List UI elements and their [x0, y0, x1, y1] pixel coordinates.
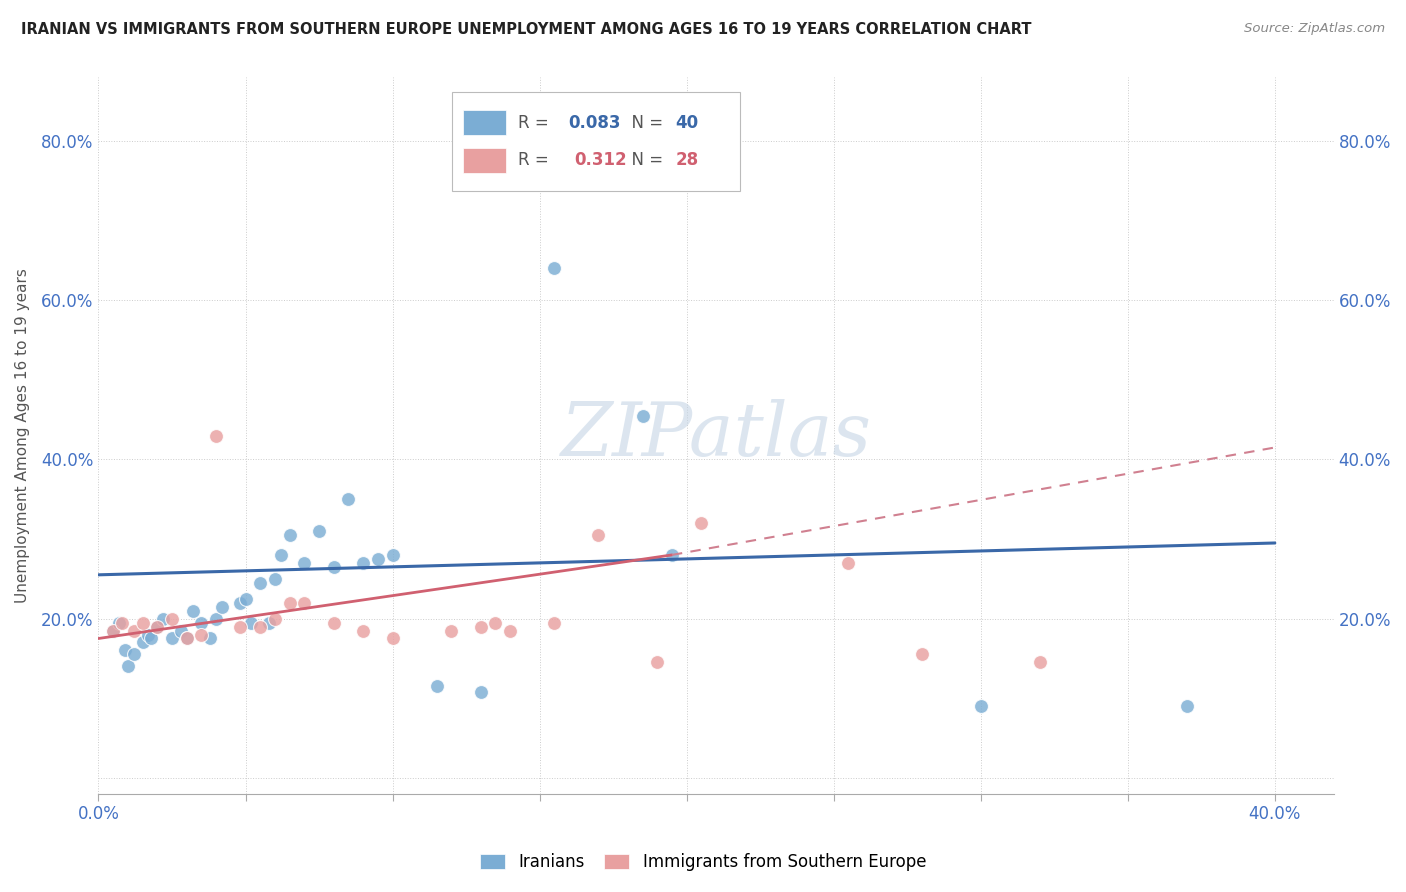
Point — [200, 632, 222, 646]
Point — [181, 604, 204, 618]
Point — [249, 575, 271, 590]
Point — [122, 624, 145, 638]
Point — [270, 548, 292, 562]
Point — [645, 656, 668, 670]
Point — [152, 611, 174, 625]
Point — [381, 548, 404, 562]
Point — [257, 615, 280, 630]
Text: 28: 28 — [675, 151, 699, 169]
Point — [690, 516, 713, 530]
Point — [264, 611, 287, 625]
Point — [111, 615, 134, 630]
Point — [278, 528, 301, 542]
Point — [499, 624, 522, 638]
Point — [176, 632, 198, 646]
Point — [911, 648, 934, 662]
Point — [141, 632, 163, 646]
Point — [122, 648, 145, 662]
Text: N =: N = — [621, 113, 668, 131]
Text: IRANIAN VS IMMIGRANTS FROM SOUTHERN EUROPE UNEMPLOYMENT AMONG AGES 16 TO 19 YEAR: IRANIAN VS IMMIGRANTS FROM SOUTHERN EURO… — [21, 22, 1032, 37]
Point — [228, 596, 250, 610]
Point — [117, 659, 139, 673]
FancyBboxPatch shape — [451, 93, 740, 191]
Point — [235, 591, 257, 606]
Point — [228, 619, 250, 633]
Point — [264, 572, 287, 586]
Point — [631, 409, 654, 423]
Point — [970, 699, 993, 714]
Point — [543, 261, 565, 276]
Point — [114, 643, 136, 657]
Point — [837, 556, 859, 570]
Point — [146, 619, 169, 633]
Point — [352, 556, 374, 570]
Point — [138, 627, 160, 641]
Point — [381, 632, 404, 646]
Point — [426, 679, 449, 693]
Point — [322, 615, 344, 630]
Point — [1175, 699, 1198, 714]
Point — [240, 615, 263, 630]
Point — [146, 619, 169, 633]
Text: ZIPatlas: ZIPatlas — [561, 400, 872, 472]
Point — [211, 599, 233, 614]
Point — [292, 596, 315, 610]
Point — [470, 619, 492, 633]
Point — [1028, 656, 1050, 670]
Point — [308, 524, 330, 538]
Point — [108, 615, 131, 630]
Y-axis label: Unemployment Among Ages 16 to 19 years: Unemployment Among Ages 16 to 19 years — [15, 268, 30, 603]
Point — [543, 615, 565, 630]
Point — [367, 552, 389, 566]
Point — [131, 615, 153, 630]
Point — [160, 632, 183, 646]
Text: N =: N = — [621, 151, 668, 169]
Text: R =: R = — [519, 151, 560, 169]
Point — [101, 624, 124, 638]
Point — [160, 611, 183, 625]
Text: 0.083: 0.083 — [568, 113, 620, 131]
Text: Source: ZipAtlas.com: Source: ZipAtlas.com — [1244, 22, 1385, 36]
Point — [278, 596, 301, 610]
Point — [337, 492, 360, 507]
Point — [190, 615, 212, 630]
Point — [352, 624, 374, 638]
FancyBboxPatch shape — [463, 148, 506, 173]
Text: 40: 40 — [675, 113, 699, 131]
Point — [292, 556, 315, 570]
Text: R =: R = — [519, 113, 554, 131]
Point — [170, 624, 193, 638]
Point — [470, 685, 492, 699]
FancyBboxPatch shape — [463, 111, 506, 136]
Legend: Iranians, Immigrants from Southern Europe: Iranians, Immigrants from Southern Europ… — [471, 845, 935, 880]
Point — [101, 624, 124, 638]
Point — [190, 627, 212, 641]
Point — [322, 560, 344, 574]
Point — [249, 619, 271, 633]
Point — [176, 632, 198, 646]
Point — [205, 428, 228, 442]
Point — [440, 624, 463, 638]
Point — [205, 611, 228, 625]
Point — [661, 548, 683, 562]
Point — [484, 615, 506, 630]
Point — [131, 635, 153, 649]
Text: 0.312: 0.312 — [574, 151, 627, 169]
Point — [588, 528, 610, 542]
